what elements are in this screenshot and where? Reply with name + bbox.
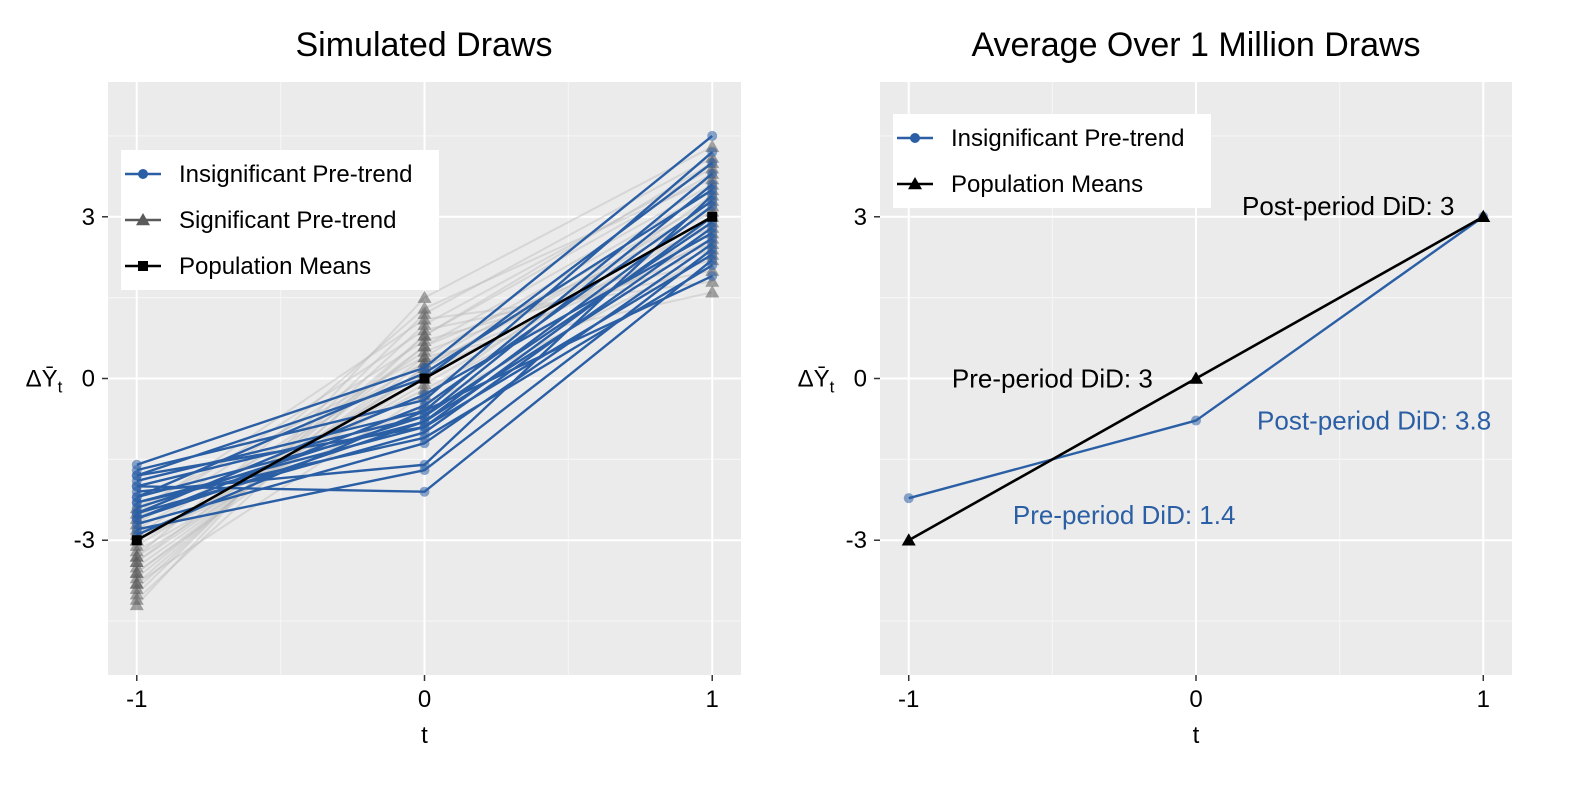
x-axis-label: t bbox=[421, 722, 428, 749]
y-axis-label: ΔȲt bbox=[26, 366, 63, 397]
data-point-population bbox=[1476, 209, 1491, 223]
data-point-insignificant bbox=[131, 492, 142, 503]
data-point-significant bbox=[417, 328, 432, 341]
data-point-significant bbox=[417, 290, 432, 303]
annotation-label: Pre-period DiD: 1.4 bbox=[1013, 500, 1236, 530]
data-point-significant bbox=[129, 565, 144, 578]
legend-background bbox=[893, 114, 1211, 208]
series-insignificant bbox=[131, 195, 718, 524]
series-insignificant bbox=[131, 254, 718, 497]
data-point-insignificant bbox=[707, 168, 718, 179]
data-point-insignificant bbox=[419, 422, 430, 433]
legend-key-marker bbox=[908, 177, 922, 190]
data-point-insignificant bbox=[707, 147, 718, 158]
panel-2: Average Over 1 Million Draws -3 0 3 -1 0 1 t ΔȲt… bbox=[798, 26, 1512, 749]
y-tick-label: 3 bbox=[82, 204, 95, 231]
legend-key-marker bbox=[136, 213, 150, 226]
data-point-insignificant bbox=[419, 389, 430, 400]
legend-key-marker bbox=[138, 261, 148, 271]
data-point-insignificant bbox=[903, 493, 914, 504]
y-tick-label: -3 bbox=[846, 527, 867, 554]
legend-label: Insignificant Pre-trend bbox=[951, 125, 1184, 152]
data-point-insignificant bbox=[707, 227, 718, 238]
data-point-insignificant bbox=[707, 130, 718, 141]
data-point-insignificant bbox=[419, 486, 430, 497]
x-tick-label: 1 bbox=[1477, 686, 1490, 713]
y-axis-label: ΔȲt bbox=[798, 366, 835, 397]
data-point-significant bbox=[129, 592, 144, 605]
x-tick-label: 1 bbox=[706, 686, 719, 713]
y-tick-label: 3 bbox=[854, 204, 867, 231]
data-point-insignificant bbox=[707, 184, 718, 195]
data-point-population bbox=[1189, 371, 1203, 384]
series-population bbox=[901, 209, 1491, 546]
data-point-population bbox=[131, 535, 142, 546]
data-point-insignificant bbox=[419, 465, 430, 476]
data-point-significant bbox=[705, 285, 720, 298]
data-point-population bbox=[419, 373, 430, 384]
data-point-significant bbox=[417, 349, 432, 363]
data-point-significant bbox=[417, 339, 432, 352]
legend-label: Population Means bbox=[951, 171, 1143, 198]
y-tick-label: 0 bbox=[82, 366, 95, 393]
legend-key-marker bbox=[910, 133, 920, 143]
data-point-insignificant bbox=[707, 271, 718, 282]
series-insignificant bbox=[131, 227, 718, 519]
data-point-population bbox=[901, 533, 916, 546]
chart-title: Average Over 1 Million Draws bbox=[971, 26, 1420, 64]
data-point-insignificant bbox=[419, 432, 430, 443]
annotation-label: Pre-period DiD: 3 bbox=[952, 364, 1153, 394]
data-point-significant bbox=[129, 576, 144, 589]
legend: Insignificant Pre-trend Significant Pre-t… bbox=[121, 150, 439, 290]
y-tick-label: 0 bbox=[854, 366, 867, 393]
data-point-significant bbox=[129, 549, 144, 562]
data-point-insignificant bbox=[707, 249, 718, 260]
annotation-label: Post-period DiD: 3.8 bbox=[1257, 406, 1491, 436]
data-point-insignificant bbox=[419, 400, 430, 411]
chart-title: Simulated Draws bbox=[296, 26, 553, 64]
x-tick-label: -1 bbox=[126, 686, 147, 713]
legend-label: Significant Pre-trend bbox=[179, 207, 396, 234]
data-point-insignificant bbox=[131, 470, 142, 481]
series-population bbox=[131, 211, 718, 546]
legend-label: Insignificant Pre-trend bbox=[179, 161, 412, 188]
legend-label: Population Means bbox=[179, 253, 371, 280]
x-tick-label: 0 bbox=[1189, 686, 1202, 713]
data-point-insignificant bbox=[131, 508, 142, 519]
data-point-insignificant bbox=[131, 481, 142, 492]
data-point-significant bbox=[417, 301, 432, 314]
x-tick-label: 0 bbox=[418, 686, 431, 713]
annotation-label: Post-period DiD: 3 bbox=[1242, 191, 1454, 221]
x-tick-label: -1 bbox=[898, 686, 919, 713]
y-tick-label: -3 bbox=[74, 527, 95, 554]
data-point-significant bbox=[417, 312, 432, 325]
series-insignificant bbox=[131, 249, 718, 481]
data-point-insignificant bbox=[707, 260, 718, 271]
legend: Insignificant Pre-trend Population Means bbox=[893, 114, 1211, 208]
x-axis-label: t bbox=[1193, 722, 1200, 749]
panel-1: Simulated Draws -3 0 3 -1 0 1 t ΔȲt Insignificant… bbox=[26, 26, 741, 749]
legend-key-marker bbox=[138, 169, 148, 179]
data-point-insignificant bbox=[1191, 415, 1201, 426]
data-point-insignificant bbox=[707, 195, 718, 206]
data-point-population bbox=[707, 211, 718, 222]
legend-background bbox=[121, 150, 439, 290]
data-point-insignificant bbox=[707, 157, 718, 168]
